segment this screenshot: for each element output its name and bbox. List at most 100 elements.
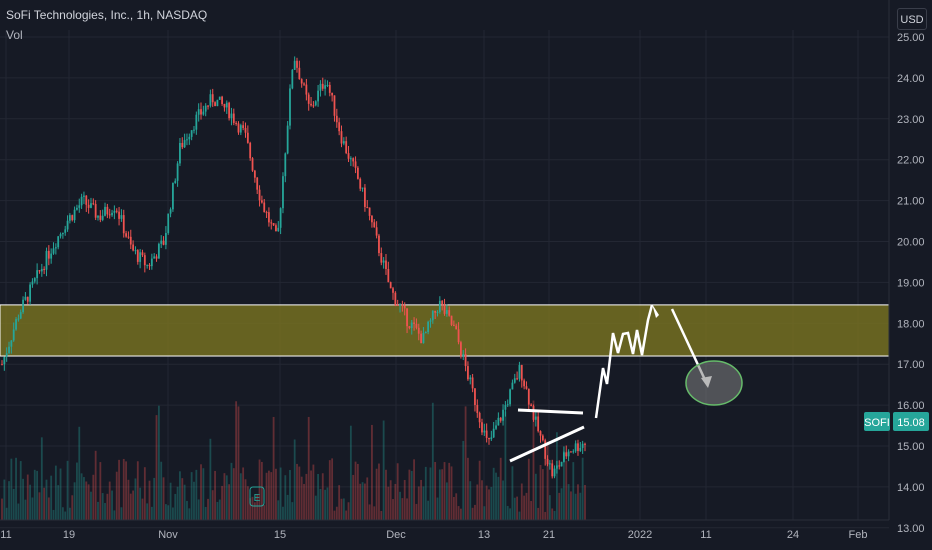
candle-body [527,388,530,405]
volume-bar [403,480,406,520]
candle-body [556,465,558,469]
candle-body [68,215,71,221]
candle-body [174,180,177,184]
candle-body [431,310,434,321]
candle-body [368,207,371,216]
volume-bar [33,469,36,520]
volume-bar [286,494,289,520]
volume-bar [272,416,275,520]
price-tick-label: 24.00 [897,73,925,85]
volume-bar [258,459,261,520]
candle-body [183,140,186,148]
volume-bar [445,482,448,520]
volume-bar [207,498,209,520]
volume-bar [10,458,13,520]
volume-bar [560,488,563,520]
volume-bar [139,487,142,520]
candle-body [57,236,60,248]
candle-body [17,318,20,320]
candle-body [43,268,46,270]
triangle-upper-line[interactable] [517,408,584,415]
volume-bar [85,481,88,520]
time-axis[interactable]: 11 19 Nov 15 Dec 13 21 2022 11 24 Feb [0,519,889,541]
volume-bar [29,484,31,520]
volume-bar [251,496,254,520]
volume-bar [125,461,127,520]
volume-bar [183,484,186,520]
volume-bar [19,461,22,520]
candle-body [235,122,238,124]
candle-body [186,139,188,141]
candle-body [120,215,123,219]
candle-body [45,250,48,270]
candle-body [277,227,280,232]
volume-bar [342,498,345,520]
volume-bar [211,490,214,520]
volume-bar [188,508,191,520]
volume-bar [296,463,298,520]
candle-body [408,326,411,329]
candle-body [574,443,577,452]
candle-body [427,321,430,333]
candle-body [565,452,568,457]
volume-bar [162,477,165,520]
volume-bar [45,479,48,520]
volume-bar [556,432,558,520]
earnings-marker[interactable]: E [249,486,265,507]
volume-bar [483,506,486,520]
candle-body [312,105,315,107]
candle-body [15,319,17,330]
candle-body [160,240,163,244]
candle-body [101,215,104,220]
price-tick-label: 13.00 [897,523,925,535]
volume-bar [195,469,198,520]
volume-bar [422,486,425,520]
volume-bar [443,462,446,520]
volume-bar [532,400,535,520]
volume-bar [396,463,399,520]
triangle-lower-line[interactable] [509,425,585,463]
volume-bar [83,477,85,520]
volume-bar [174,493,177,520]
time-tick-label: 11 [700,529,711,541]
candle-body [300,79,303,84]
candle-body [366,206,369,208]
candle-body [506,404,509,406]
candle-body [249,142,252,159]
candle-body [195,114,198,130]
candle-body [382,260,385,263]
volume-bar [427,500,430,520]
volume-bar [513,497,516,520]
candle-body [331,92,334,96]
volume-bar [518,511,521,520]
volume-bar [80,473,83,520]
price-axis[interactable]: 25.00 24.00 23.00 22.00 21.00 20.00 19.00 18.00… [888,0,925,535]
volume-bar [364,483,366,520]
candle-body [150,258,153,267]
volume-bar [326,487,329,520]
candle-body [214,102,216,107]
volume-bar [40,437,43,520]
candle-body [193,129,195,131]
candle-body [499,417,502,421]
volume-bar [78,426,81,520]
volume-bar [457,506,460,520]
volume-bar [438,469,441,520]
target-ellipse[interactable] [685,360,743,406]
volume-indicator-label[interactable]: Vol [6,28,23,42]
candle-body [579,447,582,451]
volume-bar [511,466,514,520]
drawing-annotations[interactable] [509,304,743,463]
badge-symbol: SOFI [864,417,890,429]
candle-body [223,104,226,108]
volume-bar [328,460,331,520]
candle-body [443,304,446,314]
projected-path[interactable] [594,304,654,419]
candle-body [534,416,537,420]
candle-body [532,405,535,420]
currency-label[interactable]: USD [897,8,927,30]
volume-bar [558,492,561,520]
candle-body [342,141,345,144]
candle-body [172,183,174,210]
